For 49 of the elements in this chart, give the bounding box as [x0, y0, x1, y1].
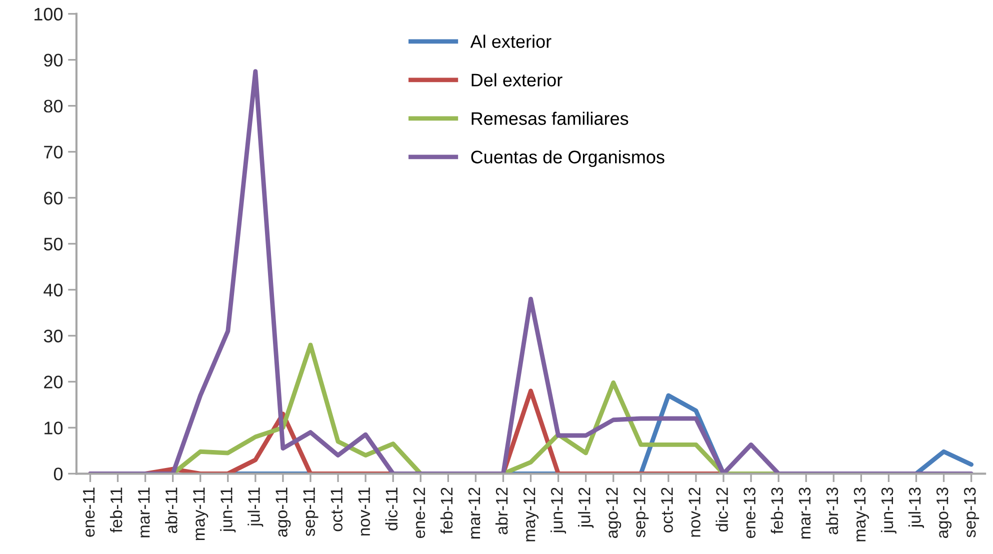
x-tick-label: nov-12	[688, 488, 700, 537]
x-tick-label: ago-12	[606, 488, 622, 538]
x-tick-label: sep-11	[303, 488, 318, 536]
x-tick-label: abr-12	[495, 488, 508, 534]
x-tick-label: feb-11	[110, 488, 122, 533]
y-tick-label: 80	[44, 100, 63, 113]
y-tick-label: 30	[44, 330, 63, 342]
x-tick-label: mar-12	[468, 488, 480, 539]
x-tick-label: sep-12	[634, 488, 649, 538]
x-tick-label: mar-13	[798, 488, 811, 539]
y-tick-label: 10	[44, 422, 63, 434]
y-tick-label: 90	[44, 54, 63, 67]
x-tick-label: dic-12	[716, 488, 728, 532]
x-tick-label: ago-13	[936, 488, 952, 538]
x-tick-label: feb-12	[440, 488, 453, 534]
x-tick-label: jul-12	[578, 488, 594, 528]
y-tick-label: 20	[44, 376, 63, 388]
x-tick-label: jun-12	[550, 488, 566, 534]
y-tick-label: 100	[34, 8, 63, 21]
x-tick-label: feb-13	[770, 488, 784, 534]
legend-label: Remesas familiares	[472, 112, 628, 125]
x-tick-label: abr-13	[826, 488, 838, 534]
y-tick-label: 60	[44, 192, 63, 204]
x-tick-label: mar-11	[138, 488, 150, 538]
x-tick-label: ago-11	[276, 488, 291, 537]
x-tick-label: may-11	[193, 488, 208, 540]
x-tick-label: jun-11	[220, 488, 236, 532]
y-tick-label: 0	[54, 468, 63, 480]
x-tick-label: jun-13	[880, 488, 896, 534]
x-tick-label: may-13	[854, 488, 869, 542]
y-tick-label: 70	[44, 146, 63, 159]
x-tick-label: ene-11	[83, 488, 95, 537]
line-series	[88, 69, 974, 474]
x-tick-label: abr-11	[165, 488, 178, 534]
x-tick-label: oct-12	[661, 488, 673, 532]
x-tick-label: may-12	[523, 488, 539, 542]
y-tick-label: 40	[44, 284, 63, 296]
x-tick-label: jul-11	[248, 488, 264, 527]
y-tick-label: 50	[44, 238, 63, 250]
legend-label: Cuentas de Organismos	[471, 150, 664, 168]
x-tick-label: dic-11	[385, 488, 398, 530]
x-tick-label: ene-13	[744, 488, 756, 538]
x-tick-label: oct-11	[330, 488, 342, 532]
legend-label: Del exterior	[472, 73, 562, 86]
x-tick-label: nov-11	[358, 488, 370, 536]
x-tick-label: sep-13	[964, 488, 980, 538]
legend-label: Al exterior	[470, 34, 552, 48]
x-tick-label: jul-13	[908, 488, 924, 528]
x-tick-label: ene-12	[413, 488, 426, 538]
